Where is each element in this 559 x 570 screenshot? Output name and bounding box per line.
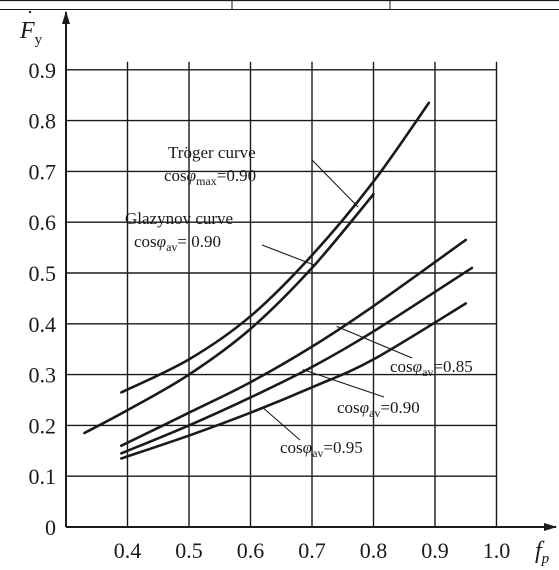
axes bbox=[62, 11, 557, 531]
annotation-glazynov-title: Glazynov curve bbox=[125, 209, 233, 228]
y-axis-arrow bbox=[62, 11, 70, 24]
y-tick-label-5: 0.5 bbox=[29, 261, 57, 286]
y-tick-label-7: 0.7 bbox=[29, 159, 57, 184]
tick-labels: 0 0.1 0.2 0.3 0.4 0.5 0.6 0.7 0.8 0.9 0.4 0.5 0.6 0.7… bbox=[29, 58, 511, 563]
x-axis-label-sub: p bbox=[541, 551, 550, 567]
series-line-1 bbox=[83, 192, 375, 435]
annotation-leader-3 bbox=[302, 368, 385, 398]
annotation-leaders bbox=[261, 159, 413, 441]
annotation-troger: Tröger curve cosφmax=0.90 bbox=[164, 143, 256, 188]
annotation-glazynov: Glazynov curve cosφav= 0.90 bbox=[125, 209, 233, 254]
x-tick-label-4: 0.8 bbox=[360, 538, 388, 563]
x-tick-label-6: 1.0 bbox=[483, 538, 511, 563]
top-border-strip bbox=[0, 0, 559, 10]
x-axis-arrow bbox=[544, 523, 557, 531]
annotation-leader-1 bbox=[261, 244, 316, 266]
annotation-leader-2 bbox=[336, 325, 413, 359]
x-tick-label-5: 0.9 bbox=[421, 538, 449, 563]
x-tick-label-2: 0.6 bbox=[237, 538, 265, 563]
y-axis-label-main: F bbox=[19, 18, 35, 44]
y-axis-label-sub: y bbox=[35, 32, 43, 48]
series-line-2 bbox=[120, 238, 468, 448]
annotation-cos-090: cosφav=0.90 bbox=[337, 398, 420, 420]
y-axis-dot: · bbox=[27, 2, 33, 22]
y-tick-label-0: 0 bbox=[45, 515, 56, 540]
y-tick-label-9: 0.9 bbox=[29, 58, 57, 83]
annotation-leader-4 bbox=[262, 407, 301, 441]
curves bbox=[83, 101, 474, 460]
x-tick-label-3: 0.7 bbox=[298, 538, 326, 563]
series-line-4 bbox=[120, 302, 468, 460]
svg-text:cosφav=0.90: cosφav=0.90 bbox=[337, 398, 420, 420]
svg-text:cosφav=0.95: cosφav=0.95 bbox=[280, 438, 363, 460]
grid bbox=[66, 61, 498, 527]
x-tick-label-1: 0.5 bbox=[175, 538, 203, 563]
x-tick-label-0: 0.4 bbox=[114, 538, 142, 563]
annotation-cos-085: cosφav=0.85 bbox=[390, 357, 473, 379]
annotation-cos-095: cosφav=0.95 bbox=[280, 438, 363, 460]
x-axis-label-main: f bbox=[535, 538, 545, 564]
y-axis-label: Fy bbox=[19, 18, 43, 48]
y-tick-label-8: 0.8 bbox=[29, 109, 57, 134]
series-line-3 bbox=[120, 266, 474, 455]
x-axis-label: fp bbox=[535, 538, 550, 567]
y-tick-label-4: 0.4 bbox=[29, 312, 57, 337]
svg-text:cosφav=0.85: cosφav=0.85 bbox=[390, 357, 473, 379]
annotation-leader-0 bbox=[311, 159, 359, 208]
y-tick-label-2: 0.2 bbox=[29, 413, 57, 438]
annotation-glazynov-cos: cosφav= 0.90 bbox=[134, 232, 221, 254]
series-line-0 bbox=[120, 101, 431, 394]
annotation-troger-title: Tröger curve bbox=[168, 143, 256, 162]
annotation-troger-cos: cosφmax=0.90 bbox=[164, 166, 256, 188]
y-tick-label-3: 0.3 bbox=[29, 363, 57, 388]
y-tick-label-1: 0.1 bbox=[29, 464, 57, 489]
y-tick-label-6: 0.6 bbox=[29, 210, 57, 235]
